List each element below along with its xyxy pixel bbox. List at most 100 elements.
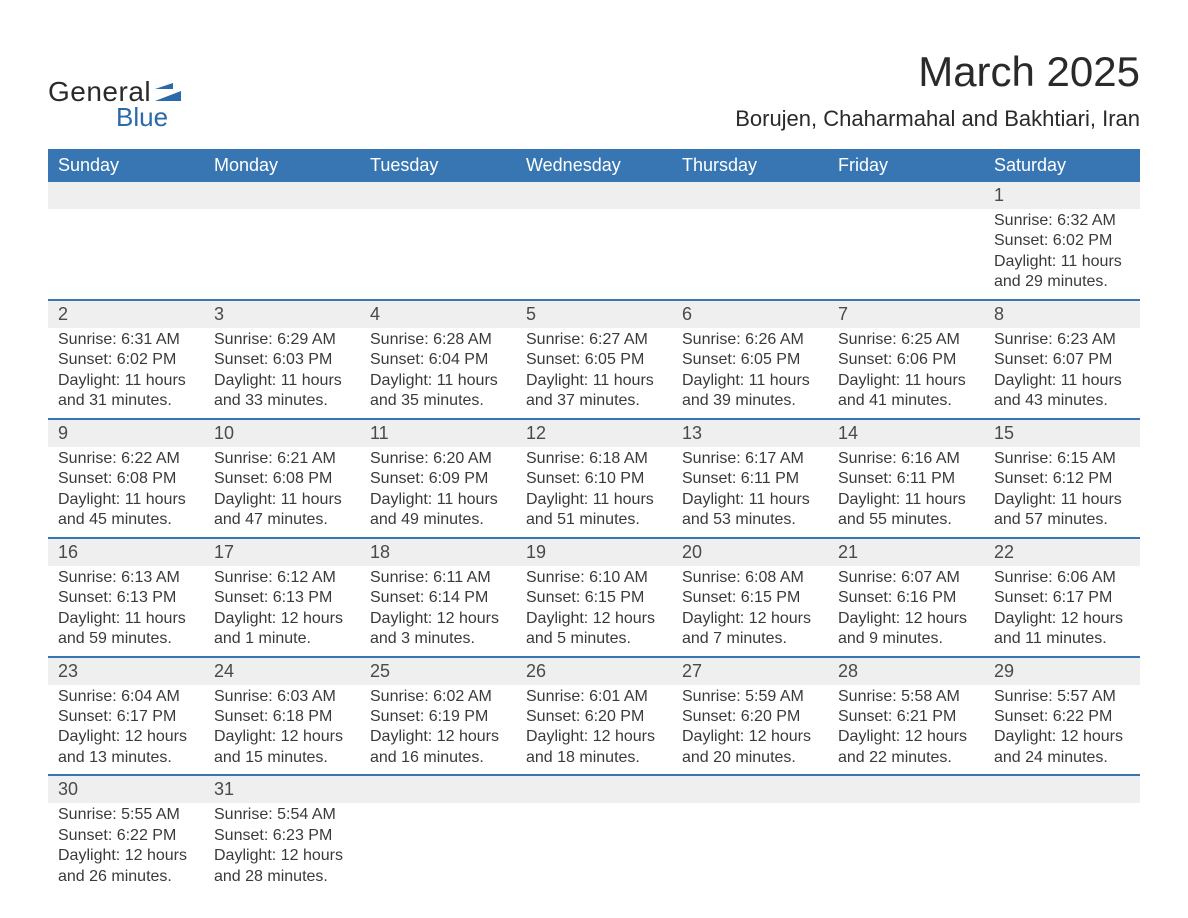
sunset-text: Sunset: 6:11 PM: [682, 469, 818, 489]
sunrise-text: Sunrise: 6:02 AM: [370, 687, 506, 707]
week-2-daynums: 9101112131415: [48, 418, 1140, 447]
sunset-text: Sunset: 6:05 PM: [682, 350, 818, 370]
daynum-empty: [360, 776, 516, 803]
week-5-data: Sunrise: 5:55 AMSunset: 6:22 PMDaylight:…: [48, 803, 1140, 893]
day-empty: [516, 209, 672, 299]
daylight-text: Daylight: 11 hours and 29 minutes.: [994, 252, 1130, 293]
daylight-text: Daylight: 11 hours and 47 minutes.: [214, 490, 350, 531]
daylight-text: Daylight: 12 hours and 22 minutes.: [838, 727, 974, 768]
sunrise-text: Sunrise: 6:08 AM: [682, 568, 818, 588]
daynum-13: 13: [672, 420, 828, 447]
sunset-text: Sunset: 6:13 PM: [214, 588, 350, 608]
title-block: March 2025 Borujen, Chaharmahal and Bakh…: [735, 48, 1140, 132]
daynum-9: 9: [48, 420, 204, 447]
day-8-data: Sunrise: 6:23 AMSunset: 6:07 PMDaylight:…: [984, 328, 1140, 418]
daynum-21: 21: [828, 539, 984, 566]
sunrise-text: Sunrise: 5:57 AM: [994, 687, 1130, 707]
sunrise-text: Sunrise: 6:28 AM: [370, 330, 506, 350]
day-15-data: Sunrise: 6:15 AMSunset: 6:12 PMDaylight:…: [984, 447, 1140, 537]
daynum-6: 6: [672, 301, 828, 328]
day-2-data: Sunrise: 6:31 AMSunset: 6:02 PMDaylight:…: [48, 328, 204, 418]
day-empty: [828, 209, 984, 299]
sunrise-text: Sunrise: 6:16 AM: [838, 449, 974, 469]
logo-word-blue: Blue: [116, 102, 168, 133]
sunrise-text: Sunrise: 6:26 AM: [682, 330, 818, 350]
sunrise-text: Sunrise: 5:59 AM: [682, 687, 818, 707]
day-28-data: Sunrise: 5:58 AMSunset: 6:21 PMDaylight:…: [828, 685, 984, 775]
daynum-27: 27: [672, 658, 828, 685]
day-4-data: Sunrise: 6:28 AMSunset: 6:04 PMDaylight:…: [360, 328, 516, 418]
location-subtitle: Borujen, Chaharmahal and Bakhtiari, Iran: [735, 106, 1140, 132]
week-2-data: Sunrise: 6:22 AMSunset: 6:08 PMDaylight:…: [48, 447, 1140, 537]
logo: General Blue: [48, 76, 181, 133]
daynum-8: 8: [984, 301, 1140, 328]
sunset-text: Sunset: 6:13 PM: [58, 588, 194, 608]
daynum-4: 4: [360, 301, 516, 328]
week-4-daynums: 23242526272829: [48, 656, 1140, 685]
day-21-data: Sunrise: 6:07 AMSunset: 6:16 PMDaylight:…: [828, 566, 984, 656]
week-0-data: Sunrise: 6:32 AMSunset: 6:02 PMDaylight:…: [48, 209, 1140, 299]
sunset-text: Sunset: 6:02 PM: [994, 231, 1130, 251]
day-empty: [672, 209, 828, 299]
daynum-28: 28: [828, 658, 984, 685]
day-24-data: Sunrise: 6:03 AMSunset: 6:18 PMDaylight:…: [204, 685, 360, 775]
day-3-data: Sunrise: 6:29 AMSunset: 6:03 PMDaylight:…: [204, 328, 360, 418]
daylight-text: Daylight: 12 hours and 18 minutes.: [526, 727, 662, 768]
daynum-empty: [828, 776, 984, 803]
day-11-data: Sunrise: 6:20 AMSunset: 6:09 PMDaylight:…: [360, 447, 516, 537]
sunset-text: Sunset: 6:22 PM: [58, 826, 194, 846]
day-9-data: Sunrise: 6:22 AMSunset: 6:08 PMDaylight:…: [48, 447, 204, 537]
calendar: SundayMondayTuesdayWednesdayThursdayFrid…: [48, 149, 1140, 893]
day-empty: [360, 209, 516, 299]
weekday-monday: Monday: [204, 149, 360, 182]
daylight-text: Daylight: 12 hours and 13 minutes.: [58, 727, 194, 768]
sunrise-text: Sunrise: 6:21 AM: [214, 449, 350, 469]
day-22-data: Sunrise: 6:06 AMSunset: 6:17 PMDaylight:…: [984, 566, 1140, 656]
daynum-12: 12: [516, 420, 672, 447]
day-empty: [48, 209, 204, 299]
day-empty: [984, 803, 1140, 893]
sunrise-text: Sunrise: 6:17 AM: [682, 449, 818, 469]
daylight-text: Daylight: 11 hours and 55 minutes.: [838, 490, 974, 531]
sunset-text: Sunset: 6:08 PM: [214, 469, 350, 489]
sunset-text: Sunset: 6:03 PM: [214, 350, 350, 370]
sunset-text: Sunset: 6:05 PM: [526, 350, 662, 370]
week-0-daynums: 1: [48, 182, 1140, 209]
sunset-text: Sunset: 6:12 PM: [994, 469, 1130, 489]
week-5-daynums: 3031: [48, 774, 1140, 803]
day-23-data: Sunrise: 6:04 AMSunset: 6:17 PMDaylight:…: [48, 685, 204, 775]
weekday-friday: Friday: [828, 149, 984, 182]
daynum-23: 23: [48, 658, 204, 685]
sunset-text: Sunset: 6:10 PM: [526, 469, 662, 489]
daynum-empty: [984, 776, 1140, 803]
sunset-text: Sunset: 6:06 PM: [838, 350, 974, 370]
sunset-text: Sunset: 6:16 PM: [838, 588, 974, 608]
day-empty: [204, 209, 360, 299]
daylight-text: Daylight: 12 hours and 28 minutes.: [214, 846, 350, 887]
day-25-data: Sunrise: 6:02 AMSunset: 6:19 PMDaylight:…: [360, 685, 516, 775]
daynum-18: 18: [360, 539, 516, 566]
daynum-31: 31: [204, 776, 360, 803]
daynum-24: 24: [204, 658, 360, 685]
weekday-tuesday: Tuesday: [360, 149, 516, 182]
daylight-text: Daylight: 12 hours and 5 minutes.: [526, 609, 662, 650]
sunset-text: Sunset: 6:04 PM: [370, 350, 506, 370]
daylight-text: Daylight: 12 hours and 3 minutes.: [370, 609, 506, 650]
day-10-data: Sunrise: 6:21 AMSunset: 6:08 PMDaylight:…: [204, 447, 360, 537]
sunrise-text: Sunrise: 6:06 AM: [994, 568, 1130, 588]
weekday-sunday: Sunday: [48, 149, 204, 182]
month-title: March 2025: [735, 48, 1140, 96]
day-20-data: Sunrise: 6:08 AMSunset: 6:15 PMDaylight:…: [672, 566, 828, 656]
sunset-text: Sunset: 6:23 PM: [214, 826, 350, 846]
day-6-data: Sunrise: 6:26 AMSunset: 6:05 PMDaylight:…: [672, 328, 828, 418]
sunset-text: Sunset: 6:17 PM: [994, 588, 1130, 608]
sunset-text: Sunset: 6:19 PM: [370, 707, 506, 727]
sunrise-text: Sunrise: 6:12 AM: [214, 568, 350, 588]
weekday-wednesday: Wednesday: [516, 149, 672, 182]
daynum-19: 19: [516, 539, 672, 566]
daynum-3: 3: [204, 301, 360, 328]
daynum-29: 29: [984, 658, 1140, 685]
sunset-text: Sunset: 6:11 PM: [838, 469, 974, 489]
sunset-text: Sunset: 6:07 PM: [994, 350, 1130, 370]
calendar-body: 1Sunrise: 6:32 AMSunset: 6:02 PMDaylight…: [48, 182, 1140, 893]
